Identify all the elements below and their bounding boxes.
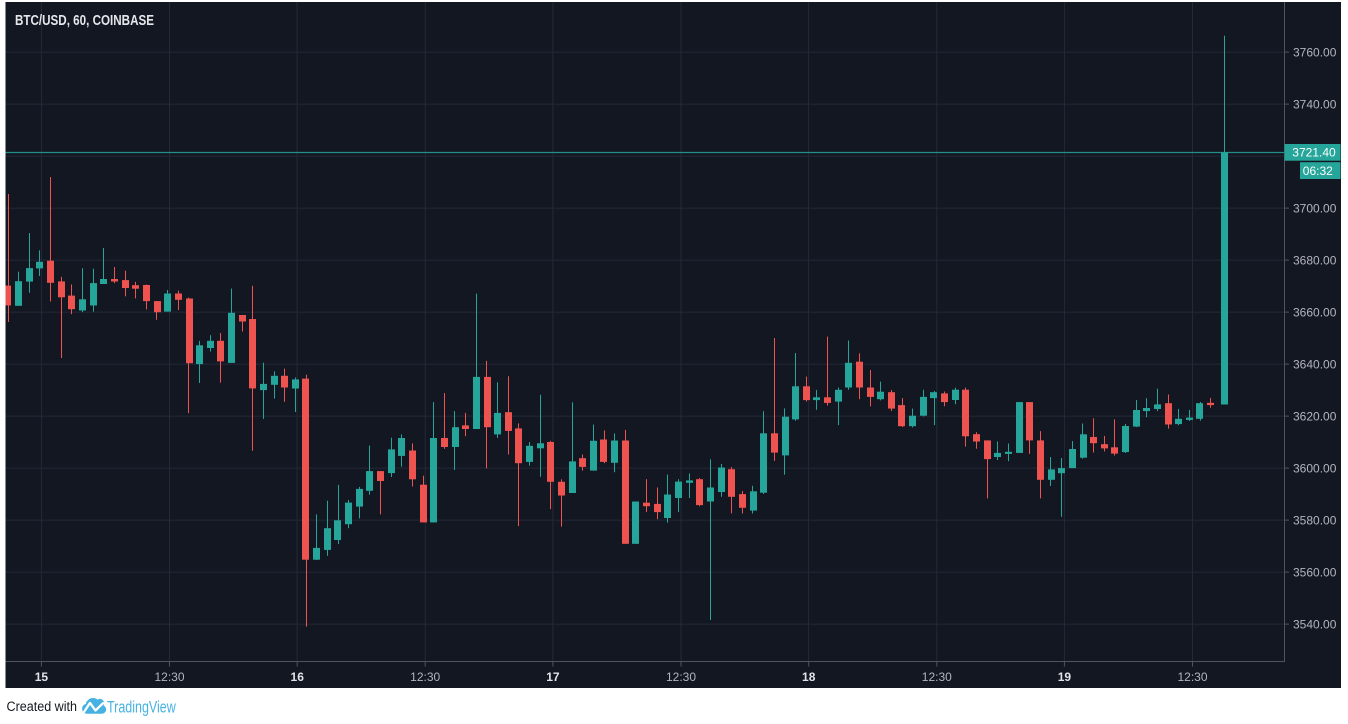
svg-text:12:30: 12:30 [922, 670, 952, 684]
svg-text:3540.00: 3540.00 [1293, 617, 1337, 631]
svg-text:3760.00: 3760.00 [1293, 45, 1337, 59]
svg-text:17: 17 [546, 670, 560, 684]
svg-text:18: 18 [802, 670, 816, 684]
svg-text:3640.00: 3640.00 [1293, 357, 1337, 371]
svg-text:3580.00: 3580.00 [1293, 513, 1337, 527]
svg-text:12:30: 12:30 [410, 670, 440, 684]
svg-text:3620.00: 3620.00 [1293, 409, 1337, 423]
svg-text:12:30: 12:30 [1177, 670, 1207, 684]
svg-text:3740.00: 3740.00 [1293, 97, 1337, 111]
svg-text:16: 16 [291, 670, 305, 684]
svg-text:06:32: 06:32 [1303, 164, 1333, 178]
svg-text:12:30: 12:30 [666, 670, 696, 684]
svg-text:3721.40: 3721.40 [1292, 146, 1336, 160]
svg-text:15: 15 [35, 670, 49, 684]
svg-text:3700.00: 3700.00 [1293, 201, 1337, 215]
svg-text:12:30: 12:30 [154, 670, 184, 684]
svg-text:TradingView: TradingView [107, 698, 176, 716]
svg-text:Created with: Created with [7, 699, 78, 714]
svg-text:19: 19 [1058, 670, 1072, 684]
svg-text:3660.00: 3660.00 [1293, 305, 1337, 319]
svg-text:BTC/USD, 60, COINBASE: BTC/USD, 60, COINBASE [15, 13, 154, 29]
svg-text:3560.00: 3560.00 [1293, 565, 1337, 579]
svg-text:3680.00: 3680.00 [1293, 253, 1337, 267]
svg-text:3600.00: 3600.00 [1293, 461, 1337, 475]
